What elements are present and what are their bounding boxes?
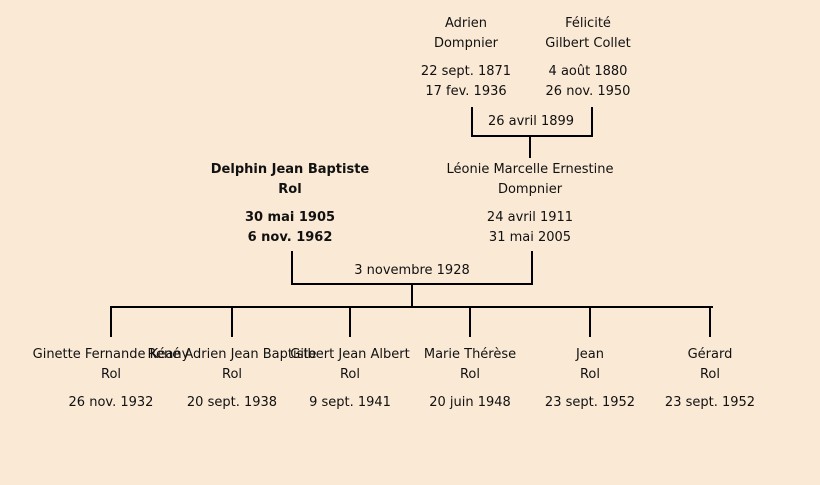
person-given-name: Gérard [687,347,733,362]
marriage-to-child-line [529,137,531,158]
person-card-gerard-rol[interactable]: Gérard Rol 23 sept. 1952 [665,345,755,413]
person-card-jean-rol[interactable]: Jean Rol 23 sept. 1952 [545,345,635,413]
person-surname: Rol [339,367,360,382]
person-card-delphin-rol[interactable]: Delphin Jean Baptiste Rol 30 mai 1905 6 … [211,160,370,248]
birth-date: 26 nov. 1932 [68,395,154,410]
person-given-name: Félicité [565,16,611,31]
birth-date: 4 août 1880 [548,64,628,79]
child-drop-line [110,306,112,337]
birth-date: 20 juin 1948 [429,395,511,410]
person-surname: Rol [221,367,243,382]
death-date: 31 mai 2005 [488,230,572,245]
person-card-marie-therese-rol[interactable]: Marie Thérèse Rol 20 juin 1948 [424,345,516,413]
birth-date: 30 mai 1905 [244,210,336,225]
parent-to-marriage-line [291,251,293,285]
marriage-to-child-line [411,285,413,306]
person-given-name: Léonie Marcelle Ernestine [446,162,614,177]
person-surname: Dompnier [433,36,499,51]
person-surname: Rol [699,367,720,382]
person-given-name: Adrien [444,16,488,31]
person-given-name: Gilbert Jean Albert [290,347,410,362]
parent-to-marriage-line [471,107,473,137]
person-given-name: Jean [575,347,605,362]
birth-date: 24 avril 1911 [486,210,574,225]
death-date: 17 fev. 1936 [425,84,507,99]
birth-date: 9 sept. 1941 [309,395,391,410]
marriage-date-label: 26 avril 1899 [487,114,575,129]
child-drop-line [709,306,711,337]
person-card-adrien-dompnier[interactable]: Adrien Dompnier 22 sept. 1871 17 fev. 19… [421,14,511,102]
person-card-felicite-gilbert-collet[interactable]: Félicité Gilbert Collet 4 août 1880 26 n… [545,14,630,102]
person-given-name: Delphin Jean Baptiste [210,162,370,177]
person-surname: Rol [459,367,480,382]
marriage-bracket-line [291,283,533,285]
person-surname: Gilbert Collet [545,36,631,51]
person-surname: Dompnier [497,182,563,197]
child-drop-line [589,306,591,337]
parent-to-marriage-line [591,107,593,137]
person-card-rene-rol[interactable]: René Adrien Jean Baptiste Rol 20 sept. 1… [148,345,317,413]
person-given-name: Ginette Fernande Kéany [32,347,190,362]
person-given-name: Marie Thérèse [423,347,517,362]
person-surname: Rol [278,182,302,197]
birth-date: 20 sept. 1938 [186,395,278,410]
birth-date: 23 sept. 1952 [664,395,756,410]
child-drop-line [469,306,471,337]
parent-to-marriage-line [531,251,533,285]
person-card-ginette-rol[interactable]: Ginette Fernande Kéany Rol 26 nov. 1932 [33,345,190,413]
person-surname: Rol [100,367,122,382]
marriage-bracket-line [471,135,593,137]
person-card-gilbert-rol[interactable]: Gilbert Jean Albert Rol 9 sept. 1941 [290,345,410,413]
sibling-bar-line [110,306,713,308]
marriage-date-label: 3 novembre 1928 [354,263,470,278]
death-date: 26 nov. 1950 [545,84,631,99]
death-date: 6 nov. 1962 [247,230,333,245]
birth-date: 23 sept. 1952 [544,395,636,410]
person-given-name: René Adrien Jean Baptiste [147,347,317,362]
person-surname: Rol [579,367,600,382]
birth-date: 22 sept. 1871 [420,64,512,79]
child-drop-line [231,306,233,337]
child-drop-line [349,306,351,337]
person-card-leonie-dompnier[interactable]: Léonie Marcelle Ernestine Dompnier 24 av… [447,160,614,248]
